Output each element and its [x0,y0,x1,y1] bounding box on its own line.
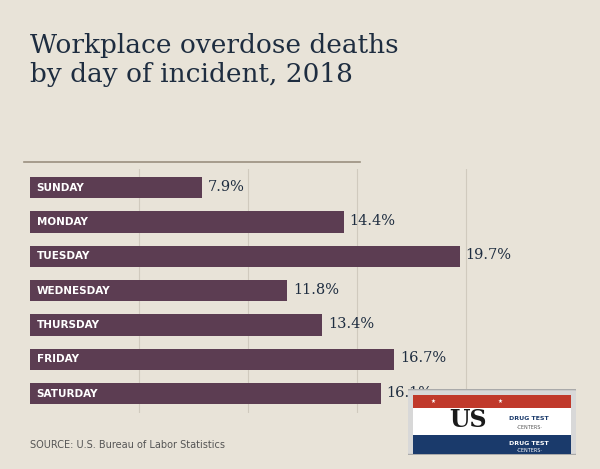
Text: SATURDAY: SATURDAY [37,389,98,399]
Text: DRUG TEST: DRUG TEST [509,416,549,421]
FancyBboxPatch shape [413,394,571,408]
Text: 7.9%: 7.9% [208,180,245,194]
Bar [30,349,394,370]
Text: ★: ★ [498,399,503,404]
Bar [30,212,344,233]
Bar [30,383,381,404]
Text: FRIDAY: FRIDAY [37,355,79,364]
Text: ·CENTERS·: ·CENTERS· [516,448,542,454]
FancyBboxPatch shape [406,389,578,455]
Text: 11.8%: 11.8% [293,283,339,297]
Bar [30,280,287,302]
Bar [30,246,460,267]
Text: MONDAY: MONDAY [37,217,88,227]
Text: ·CENTERS·: ·CENTERS· [516,425,542,430]
Bar [30,315,322,336]
Text: 14.4%: 14.4% [350,214,395,228]
Text: US: US [450,408,487,432]
Text: 19.7%: 19.7% [465,249,511,262]
Text: 16.1%: 16.1% [387,386,433,400]
Text: Workplace overdose deaths
by day of incident, 2018: Workplace overdose deaths by day of inci… [30,33,398,87]
FancyBboxPatch shape [413,435,571,454]
FancyBboxPatch shape [413,394,571,435]
Text: TUESDAY: TUESDAY [37,251,90,261]
Text: WEDNESDAY: WEDNESDAY [37,286,110,296]
Text: DRUG TEST: DRUG TEST [509,440,549,446]
Text: SOURCE: U.S. Bureau of Labor Statistics: SOURCE: U.S. Bureau of Labor Statistics [30,440,225,450]
Text: SUNDAY: SUNDAY [37,183,84,193]
Text: 13.4%: 13.4% [328,317,374,331]
Text: ★: ★ [431,399,436,404]
Text: THURSDAY: THURSDAY [37,320,100,330]
Text: 16.7%: 16.7% [400,351,446,365]
Bar [30,177,202,198]
